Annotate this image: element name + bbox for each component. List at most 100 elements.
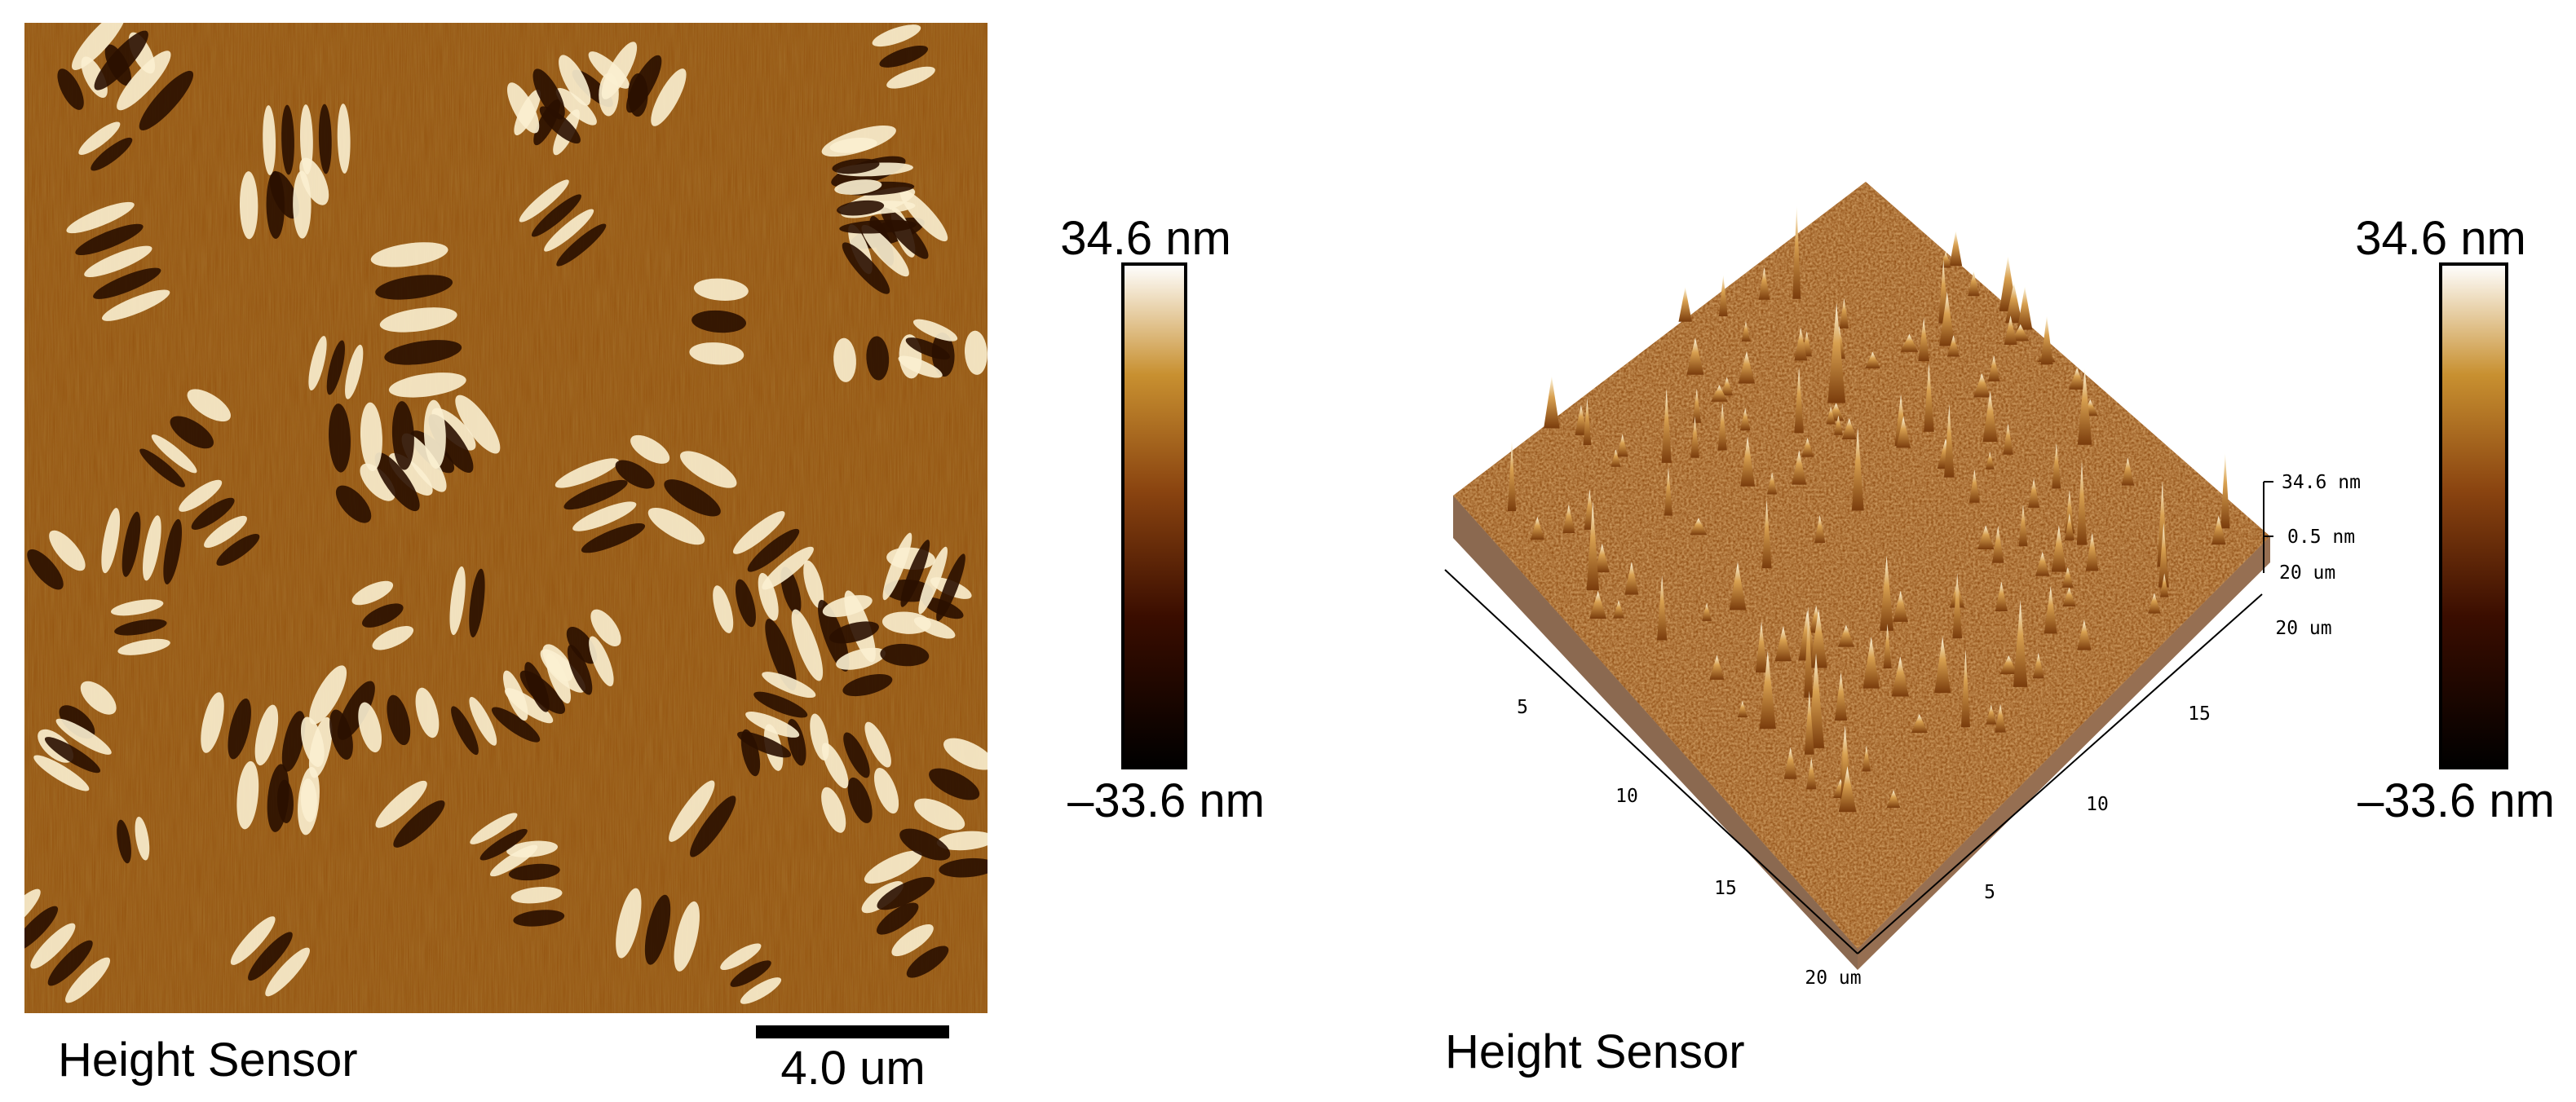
- stripe: [345, 344, 364, 399]
- spike: [1792, 205, 1801, 299]
- stripe: [745, 712, 800, 738]
- stripe: [836, 647, 886, 670]
- stripe: [555, 458, 619, 488]
- stripe: [469, 568, 485, 638]
- domain-feature: [24, 888, 111, 1003]
- stripe: [93, 267, 161, 299]
- caption: Height Sensor: [1445, 1025, 1745, 1078]
- stripe: [898, 355, 943, 378]
- spike: [1924, 363, 1934, 432]
- stripe: [691, 310, 747, 333]
- stripe: [191, 497, 235, 530]
- spike: [1794, 366, 1804, 434]
- stripe: [630, 434, 670, 464]
- stripe: [626, 55, 662, 113]
- stripe: [936, 553, 965, 621]
- domain-feature: [117, 816, 150, 864]
- spike: [1766, 472, 1778, 495]
- stripe: [936, 831, 988, 851]
- stripe: [651, 68, 687, 126]
- domain-feature: [370, 242, 466, 398]
- spike: [1999, 655, 2018, 675]
- spike: [1862, 637, 1880, 689]
- spike: [2018, 505, 2028, 547]
- spike: [1944, 403, 1955, 478]
- spike: [1575, 404, 1588, 435]
- spike: [2064, 513, 2074, 540]
- spike: [1834, 415, 1843, 435]
- stripe: [539, 106, 581, 144]
- spike: [2052, 443, 2061, 489]
- domain-feature: [821, 721, 891, 789]
- z-label: 34.6 nm: [2282, 472, 2361, 493]
- stripe: [379, 307, 457, 333]
- stripe: [24, 906, 59, 952]
- spike: [1755, 621, 1768, 673]
- spike: [1690, 518, 1708, 536]
- stripe: [299, 104, 313, 174]
- colorbar-min: –33.6 nm: [1067, 774, 1265, 827]
- spike: [1973, 373, 1991, 398]
- stripe: [832, 158, 880, 174]
- stripe: [829, 137, 877, 153]
- domain-feature: [833, 330, 988, 382]
- stripe: [876, 902, 919, 935]
- stripe: [326, 340, 345, 395]
- axes-3d: [1444, 481, 2273, 954]
- stripe: [737, 731, 792, 758]
- stripe: [110, 599, 164, 616]
- spike: [2076, 461, 2088, 545]
- z-label: 0.5 nm: [2287, 527, 2355, 548]
- domain-feature: [170, 389, 231, 449]
- spike: [1839, 298, 1849, 328]
- spike: [1739, 408, 1751, 431]
- domain-feature: [236, 760, 320, 835]
- stripe: [828, 621, 879, 644]
- domain-feature: [822, 595, 893, 697]
- spike: [1918, 317, 1930, 362]
- right-axis: [1857, 593, 2263, 954]
- domain-feature: [300, 687, 440, 767]
- stripe: [362, 603, 404, 628]
- stripe: [335, 485, 372, 523]
- stripe: [101, 508, 121, 574]
- spike: [1807, 653, 1825, 748]
- stripe: [943, 738, 988, 770]
- stripe: [680, 451, 737, 488]
- stripe: [423, 399, 446, 469]
- stripe: [735, 579, 756, 628]
- stripe: [94, 30, 148, 90]
- domain-feature: [601, 42, 687, 126]
- stripe: [309, 665, 347, 725]
- spike: [2085, 532, 2099, 571]
- surface-3d: [1453, 182, 2270, 970]
- spike: [2032, 652, 2044, 679]
- stripe: [513, 910, 565, 927]
- stripe: [455, 395, 501, 454]
- stripe: [872, 24, 921, 47]
- spike: [1814, 514, 1826, 544]
- spike: [1804, 690, 1814, 755]
- spike: [1562, 504, 1575, 534]
- stripe: [216, 533, 260, 566]
- domain-feature: [899, 738, 988, 861]
- stripe: [900, 540, 930, 607]
- stripe: [879, 45, 929, 68]
- stripe: [510, 887, 563, 904]
- stripe: [822, 595, 873, 618]
- stripe: [877, 876, 935, 910]
- stripe: [265, 947, 310, 997]
- spike: [1774, 626, 1792, 662]
- spike: [2035, 551, 2050, 576]
- spike: [1740, 436, 1756, 487]
- stripe: [470, 813, 518, 844]
- stripe: [393, 800, 445, 848]
- spike: [1851, 427, 1864, 511]
- spike: [1891, 656, 1909, 697]
- stripe: [236, 760, 259, 830]
- stripe: [861, 224, 909, 277]
- stripe: [555, 87, 597, 126]
- colorbar-max: 34.6 nm: [1060, 212, 1231, 265]
- stripe: [821, 743, 849, 789]
- stripe: [559, 55, 591, 106]
